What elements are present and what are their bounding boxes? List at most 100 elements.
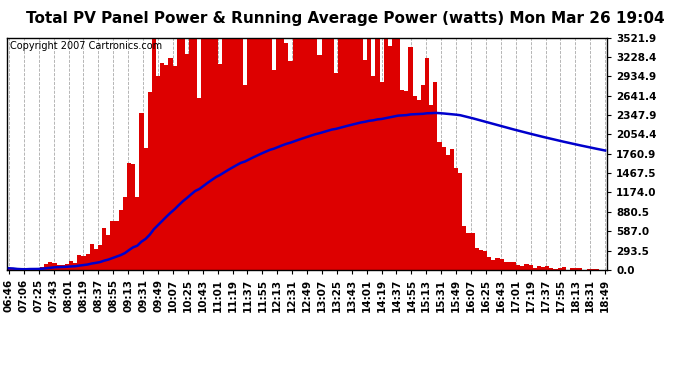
Bar [537,266,541,270]
Bar [181,38,185,270]
Bar [255,38,259,270]
Bar [131,164,135,270]
Bar [400,90,404,270]
Bar [264,39,268,270]
Bar [388,46,392,270]
Bar [591,269,595,270]
Bar [11,268,15,270]
Bar [40,267,44,270]
Bar [235,38,239,270]
Bar [123,197,127,270]
Bar [73,263,77,270]
Bar [98,245,102,270]
Bar [172,66,177,270]
Bar [317,55,322,270]
Bar [322,38,326,270]
Bar [230,38,235,270]
Bar [164,65,168,270]
Bar [446,155,450,270]
Bar [429,105,433,270]
Bar [197,98,201,270]
Bar [110,221,115,270]
Bar [293,38,297,270]
Bar [90,243,94,270]
Bar [562,267,566,270]
Bar [396,38,400,270]
Text: Copyright 2007 Cartronics.com: Copyright 2007 Cartronics.com [10,41,162,51]
Bar [433,82,437,270]
Bar [408,47,413,270]
Bar [193,38,197,270]
Bar [268,38,272,270]
Bar [284,43,288,270]
Bar [144,148,148,270]
Bar [491,260,495,270]
Bar [135,196,139,270]
Bar [106,235,110,270]
Bar [326,38,330,270]
Bar [77,255,81,270]
Bar [545,266,549,270]
Bar [152,38,156,270]
Bar [578,268,582,270]
Bar [52,263,57,270]
Bar [32,268,36,270]
Bar [558,268,562,270]
Bar [48,262,52,270]
Bar [479,250,483,270]
Bar [177,38,181,270]
Bar [367,38,371,270]
Bar [487,257,491,270]
Bar [222,38,226,270]
Bar [504,262,508,270]
Bar [61,265,65,270]
Bar [36,269,40,270]
Bar [417,100,421,270]
Bar [65,264,69,270]
Bar [520,266,524,270]
Bar [259,38,264,270]
Bar [44,264,48,270]
Bar [201,38,206,270]
Bar [404,92,408,270]
Bar [243,85,247,270]
Bar [442,147,446,270]
Bar [102,228,106,270]
Bar [276,38,280,270]
Bar [371,76,375,270]
Bar [508,262,512,270]
Bar [189,38,193,270]
Bar [334,73,338,270]
Bar [500,259,504,270]
Bar [127,163,131,270]
Bar [338,38,342,270]
Bar [206,38,210,270]
Bar [363,60,367,270]
Bar [516,265,520,270]
Bar [384,38,388,270]
Bar [218,64,222,270]
Bar [81,256,86,270]
Bar [483,251,487,270]
Bar [156,75,160,270]
Bar [309,38,313,270]
Text: Total PV Panel Power & Running Average Power (watts) Mon Mar 26 19:04: Total PV Panel Power & Running Average P… [26,11,664,26]
Bar [280,38,284,270]
Bar [541,267,545,270]
Bar [305,38,309,270]
Bar [425,58,429,270]
Bar [421,86,425,270]
Bar [247,38,251,270]
Bar [375,38,380,270]
Bar [359,38,363,270]
Bar [185,54,189,270]
Bar [288,62,293,270]
Bar [342,38,346,270]
Bar [466,234,471,270]
Bar [380,82,384,270]
Bar [301,38,305,270]
Bar [413,96,417,270]
Bar [553,269,558,270]
Bar [471,232,475,270]
Bar [297,38,301,270]
